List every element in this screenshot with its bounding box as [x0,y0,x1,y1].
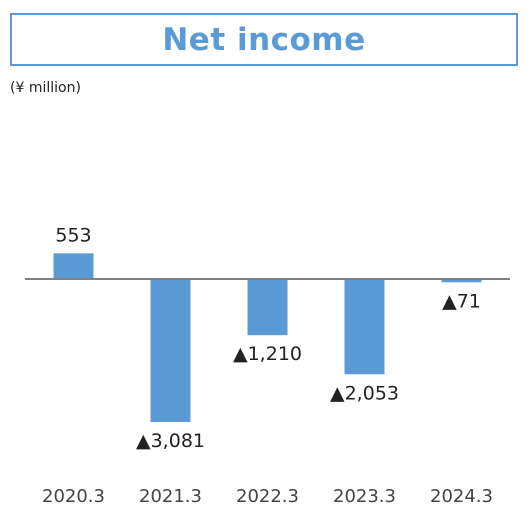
bar [441,279,482,283]
bar [344,279,385,375]
x-tick-label: 2024.3 [430,486,493,507]
x-tick-label: 2022.3 [236,486,299,507]
data-label: ▲1,210 [233,343,302,365]
x-tick-label: 2021.3 [139,486,202,507]
data-label: 553 [55,224,91,246]
chart-title-box: Net income [10,13,518,66]
unit-label: (¥ million) [10,80,81,96]
bar [150,279,191,422]
data-label: ▲71 [442,290,481,312]
chart-title: Net income [162,21,366,58]
data-label: ▲3,081 [136,430,205,452]
bar [247,279,288,336]
x-tick-label: 2023.3 [333,486,396,507]
data-label: ▲2,053 [330,382,399,404]
bar [53,253,94,279]
x-tick-label: 2020.3 [42,486,105,507]
